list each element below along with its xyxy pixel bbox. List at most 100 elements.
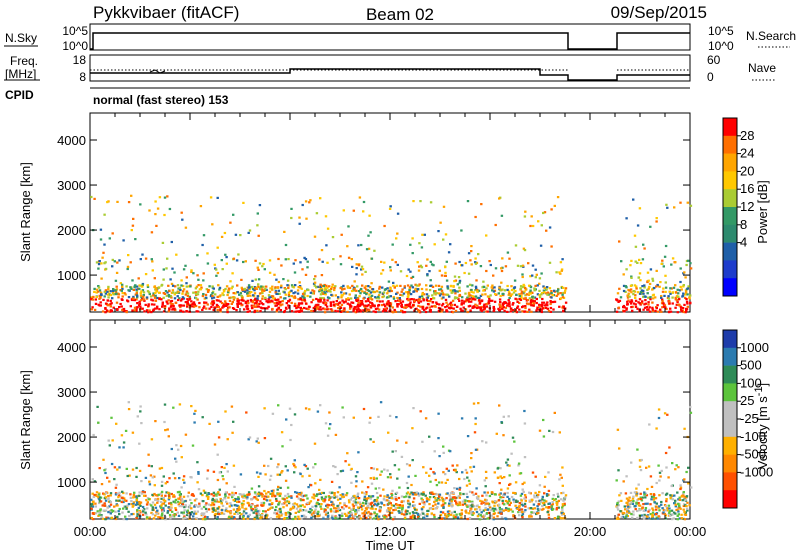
- data-cell: [646, 280, 649, 284]
- data-cell: [248, 229, 252, 232]
- data-cell: [301, 475, 304, 478]
- data-cell: [226, 311, 229, 314]
- data-cell: [482, 280, 485, 283]
- data-cell: [97, 263, 101, 266]
- data-cell: [359, 503, 362, 506]
- data-cell: [411, 304, 415, 307]
- data-cell: [341, 469, 345, 472]
- data-cell: [247, 284, 251, 287]
- data-cell: [103, 469, 106, 472]
- data-cell: [645, 466, 648, 469]
- data-cell: [155, 290, 158, 293]
- data-cell: [352, 310, 355, 313]
- data-cell: [506, 251, 510, 254]
- data-cell: [216, 196, 219, 199]
- data-cell: [655, 513, 658, 516]
- data-cell: [166, 480, 169, 484]
- data-cell: [350, 508, 353, 511]
- data-cell: [99, 238, 103, 241]
- data-cell: [361, 273, 364, 276]
- data-cell: [105, 516, 108, 519]
- data-cell: [485, 512, 488, 515]
- data-cell: [161, 502, 164, 505]
- data-cell: [431, 301, 435, 304]
- data-cell: [460, 417, 464, 420]
- data-cell: [201, 308, 204, 311]
- data-cell: [279, 511, 282, 514]
- data-cell: [171, 308, 174, 311]
- data-cell: [440, 289, 444, 292]
- station-title: Pykkvibaer (fitACF): [93, 3, 239, 22]
- data-cell: [104, 496, 108, 499]
- data-cell: [639, 496, 642, 499]
- data-cell: [560, 498, 563, 501]
- data-cell: [619, 510, 622, 513]
- data-cell: [440, 309, 444, 312]
- data-cell: [469, 294, 472, 297]
- data-cell: [507, 290, 511, 293]
- data-cell: [559, 261, 563, 264]
- data-cell: [102, 298, 105, 301]
- data-cell: [451, 289, 455, 292]
- data-cell: [259, 310, 262, 313]
- data-cell: [617, 513, 621, 516]
- data-cell: [139, 305, 142, 308]
- data-cell: [400, 303, 403, 306]
- data-cell: [514, 504, 517, 507]
- data-cell: [317, 515, 320, 518]
- data-cell: [564, 494, 568, 497]
- data-cell: [111, 439, 114, 442]
- data-cell: [303, 494, 306, 497]
- data-cell: [447, 251, 451, 254]
- data-cell: [187, 285, 191, 288]
- data-cell: [304, 200, 308, 203]
- data-cell: [560, 492, 563, 495]
- data-cell: [406, 510, 409, 513]
- data-cell: [255, 514, 259, 517]
- data-cell: [449, 289, 452, 292]
- data-cell: [643, 286, 646, 289]
- data-cell: [323, 311, 327, 314]
- data-cell: [366, 512, 369, 515]
- data-cell: [401, 300, 405, 303]
- data-cell: [638, 509, 641, 512]
- data-cell: [300, 514, 304, 518]
- data-cell: [138, 300, 141, 303]
- data-cell: [434, 503, 437, 506]
- data-cell: [668, 510, 672, 513]
- data-cell: [245, 411, 248, 414]
- data-cell: [519, 494, 523, 497]
- data-cell: [499, 301, 502, 304]
- data-cell: [670, 494, 673, 497]
- data-cell: [151, 508, 154, 511]
- data-cell: [185, 282, 188, 285]
- data-cell: [289, 290, 292, 293]
- data-cell: [480, 511, 483, 514]
- data-cell: [655, 217, 658, 220]
- data-cell: [390, 493, 394, 497]
- data-cell: [107, 497, 110, 500]
- data-cell: [156, 509, 159, 512]
- data-cell: [400, 305, 404, 309]
- data-cell: [332, 507, 336, 510]
- data-cell: [281, 470, 284, 473]
- data-cell: [664, 244, 668, 248]
- data-cell: [108, 480, 111, 483]
- data-cell: [368, 421, 371, 424]
- data-cell: [212, 287, 215, 290]
- data-cell: [344, 460, 347, 463]
- data-cell: [240, 304, 243, 307]
- data-cell: [420, 497, 423, 500]
- nave-tick-bottom: 0: [707, 70, 714, 84]
- data-cell: [458, 503, 462, 506]
- data-cell: [486, 295, 490, 298]
- data-cell: [232, 307, 236, 310]
- data-cell: [417, 304, 420, 307]
- data-cell: [94, 505, 97, 508]
- data-cell: [642, 509, 645, 512]
- data-cell: [151, 476, 154, 479]
- data-cell: [514, 244, 518, 247]
- data-cell: [99, 500, 103, 503]
- data-cell: [123, 292, 126, 295]
- data-cell: [216, 271, 220, 275]
